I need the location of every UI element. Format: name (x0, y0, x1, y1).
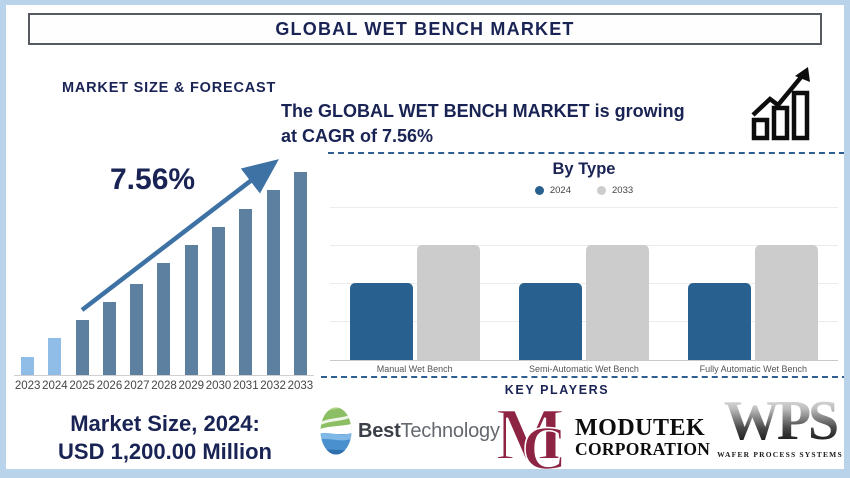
monogram-c: C (522, 415, 567, 473)
forecast-year-label: 2024 (42, 380, 68, 392)
gridline (330, 207, 838, 208)
market-size-value: Market Size, 2024: USD 1,200.00 Million (0, 410, 330, 466)
by-type-cat-labels: Manual Wet Bench Semi-Automatic Wet Bench… (330, 364, 838, 374)
by-type-bar-2033 (416, 245, 480, 360)
by-type-legend: 2024 2033 (330, 185, 838, 196)
by-type-bar-2024 (349, 283, 413, 360)
forecast-bar-cell (259, 190, 286, 375)
forecast-year-label: 2029 (178, 380, 205, 392)
forecast-year-label: 2027 (123, 380, 150, 392)
forecast-year-label: 2025 (69, 380, 95, 392)
forecast-bars (14, 158, 314, 376)
legend-item-2024: 2024 (534, 185, 571, 196)
best-wordmark-regular: Technology (400, 419, 500, 442)
trend-arrow-icon (80, 159, 279, 312)
forecast-bar-2029 (184, 245, 198, 375)
best-wordmark-bold: Best (358, 419, 401, 442)
x-axis-baseline (330, 360, 838, 361)
modutek-wordmark: MODUTEK CORPORATION (575, 416, 710, 458)
by-type-category-label: Semi-Automatic Wet Bench (529, 364, 639, 374)
forecast-bar-2027 (130, 284, 144, 375)
forecast-year-label: 2028 (151, 380, 177, 392)
wps-wordmark: WPS (714, 393, 846, 449)
forecast-bar-2026 (102, 302, 116, 375)
mc-monogram-icon: M C (498, 401, 568, 473)
forecast-bar-cell (14, 357, 41, 375)
forecast-year-label: 2032 (260, 380, 286, 392)
forecast-year-label: 2030 (205, 380, 232, 392)
cagr-callout: 7.56% (110, 163, 196, 196)
growth-note: The GLOBAL WET BENCH MARKET is growing a… (281, 99, 685, 148)
forecast-bar-2024 (48, 338, 62, 375)
growth-note-line2: at CAGR of 7.56% (281, 125, 434, 146)
header-box: GLOBAL WET BENCH MARKET (28, 13, 822, 45)
forecast-bar-cell (150, 263, 177, 375)
forecast-bar-cell (41, 338, 68, 375)
forecast-bar-cell (232, 209, 259, 375)
gridline (330, 245, 838, 246)
key-players-title: KEY PLAYERS (504, 383, 610, 397)
legend-dot-icon (597, 186, 606, 195)
by-type-title: By Type (552, 160, 616, 178)
forecast-bar-cell (178, 245, 205, 375)
wps-logo: WPS WAFER PROCESS SYSTEMS (714, 393, 846, 459)
dashed-separator-top (328, 152, 845, 154)
forecast-bar-2025 (75, 320, 89, 375)
growth-note-line1: The GLOBAL WET BENCH MARKET is growing (281, 101, 685, 121)
forecast-year-label: 2031 (233, 380, 259, 392)
best-technology-logo: BestTechnology (320, 407, 500, 455)
forecast-bar-cell (205, 227, 232, 375)
by-type-group (499, 207, 668, 360)
by-type-bar-2024 (518, 283, 582, 360)
globe-icon (320, 407, 352, 455)
forecast-bar-2023 (21, 357, 35, 375)
by-type-chart (330, 207, 838, 361)
by-type-group (330, 207, 499, 360)
by-type-category-label: Manual Wet Bench (376, 364, 453, 374)
forecast-bar-2031 (239, 209, 253, 375)
forecast-bar-cell (287, 172, 314, 375)
best-technology-wordmark: BestTechnology (358, 420, 500, 443)
forecast-chart: 2023 2024 2025 2026 2027 2028 2029 2030 2031 2032… (14, 158, 314, 392)
gridline (330, 283, 838, 284)
forecast-bar-2032 (266, 190, 280, 375)
gridline (330, 321, 838, 322)
market-size-forecast-heading: MARKET SIZE & FORECAST (62, 80, 277, 96)
growth-chart-icon (751, 67, 810, 141)
by-type-group (669, 207, 838, 360)
wps-subtitle: WAFER PROCESS SYSTEMS (717, 450, 843, 459)
forecast-year-labels: 2023 2024 2025 2026 2027 2028 2029 2030 2031 2032… (14, 380, 314, 392)
modutek-wordmark-line2: CORPORATION (575, 439, 711, 459)
legend-label: 2024 (549, 185, 571, 196)
forecast-bar-2030 (212, 227, 226, 375)
forecast-year-label: 2033 (287, 380, 314, 392)
legend-label: 2033 (612, 185, 634, 196)
forecast-bar-cell (123, 284, 150, 375)
forecast-bar-cell (96, 302, 123, 375)
modutek-logo: M C MODUTEK CORPORATION (498, 401, 710, 473)
legend-dot-icon (534, 186, 544, 195)
by-type-bar-2024 (688, 283, 752, 360)
by-type-groups (330, 207, 838, 360)
by-type-bar-2033 (585, 245, 649, 360)
forecast-bar-2028 (157, 263, 171, 375)
dashed-separator-bottom (321, 376, 848, 378)
by-type-category-label: Fully Automatic Wet Bench (699, 364, 808, 374)
forecast-year-label: 2026 (96, 380, 123, 392)
monogram-m: M (498, 401, 565, 473)
forecast-bar-cell (69, 320, 96, 375)
modutek-wordmark-line1: MODUTEK (575, 415, 706, 441)
market-size-line1: Market Size, 2024: (70, 411, 260, 436)
forecast-bar-2033 (293, 172, 307, 375)
legend-item-2033: 2033 (597, 185, 633, 196)
by-type-bar-2033 (755, 245, 819, 360)
page-title: GLOBAL WET BENCH MARKET (275, 18, 575, 39)
forecast-year-label: 2023 (14, 380, 41, 392)
market-size-line2: USD 1,200.00 Million (58, 439, 272, 464)
